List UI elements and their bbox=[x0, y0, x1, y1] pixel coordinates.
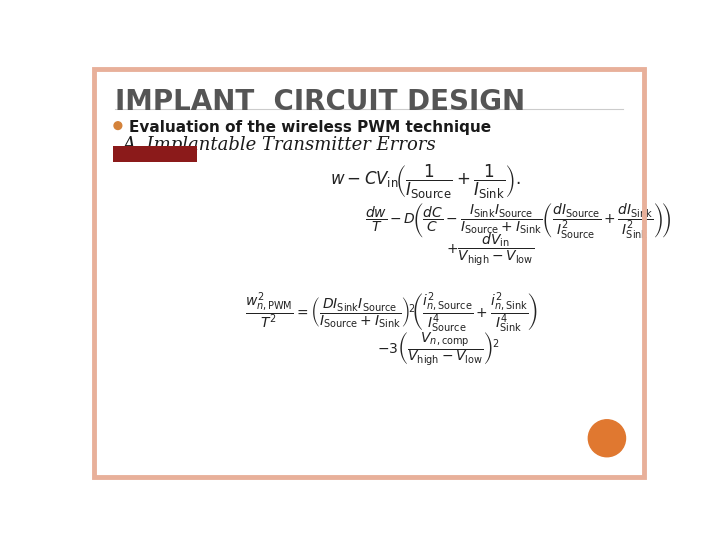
Text: $\dfrac{w^2_{n,\rm PWM}}{T^2} = \left(\dfrac{DI_{\rm Sink}I_{\rm Source}}{I_{\rm: $\dfrac{w^2_{n,\rm PWM}}{T^2} = \left(\d… bbox=[245, 289, 539, 335]
Text: A. Implantable Transmitter Errors: A. Implantable Transmitter Errors bbox=[122, 137, 436, 154]
Text: Evaluation of the wireless PWM technique: Evaluation of the wireless PWM technique bbox=[129, 120, 491, 135]
Text: $\dfrac{dw}{T} - D\!\left(\dfrac{dC}{C} - \dfrac{I_{\rm Sink}I_{\rm Source}}{I_{: $\dfrac{dw}{T} - D\!\left(\dfrac{dC}{C} … bbox=[365, 201, 672, 240]
Text: $+\dfrac{dV_{\rm in}}{V_{\rm high}-V_{\rm low}}$: $+\dfrac{dV_{\rm in}}{V_{\rm high}-V_{\r… bbox=[446, 232, 535, 268]
Text: $w - CV_{\rm in}\!\left(\dfrac{1}{I_{\rm Source}} + \dfrac{1}{I_{\rm Sink}}\righ: $w - CV_{\rm in}\!\left(\dfrac{1}{I_{\rm… bbox=[330, 163, 521, 201]
Text: IMPLANT  CIRCUIT DESIGN: IMPLANT CIRCUIT DESIGN bbox=[114, 88, 525, 116]
Circle shape bbox=[114, 122, 122, 130]
Text: 1) PWM Noise:: 1) PWM Noise: bbox=[117, 147, 217, 161]
Text: $-3\left(\dfrac{V_{n,\rm comp}}{V_{\rm high}-V_{\rm low}}\right)^{\!2}$: $-3\left(\dfrac{V_{n,\rm comp}}{V_{\rm h… bbox=[377, 330, 499, 368]
Circle shape bbox=[588, 420, 626, 457]
FancyBboxPatch shape bbox=[113, 146, 197, 162]
